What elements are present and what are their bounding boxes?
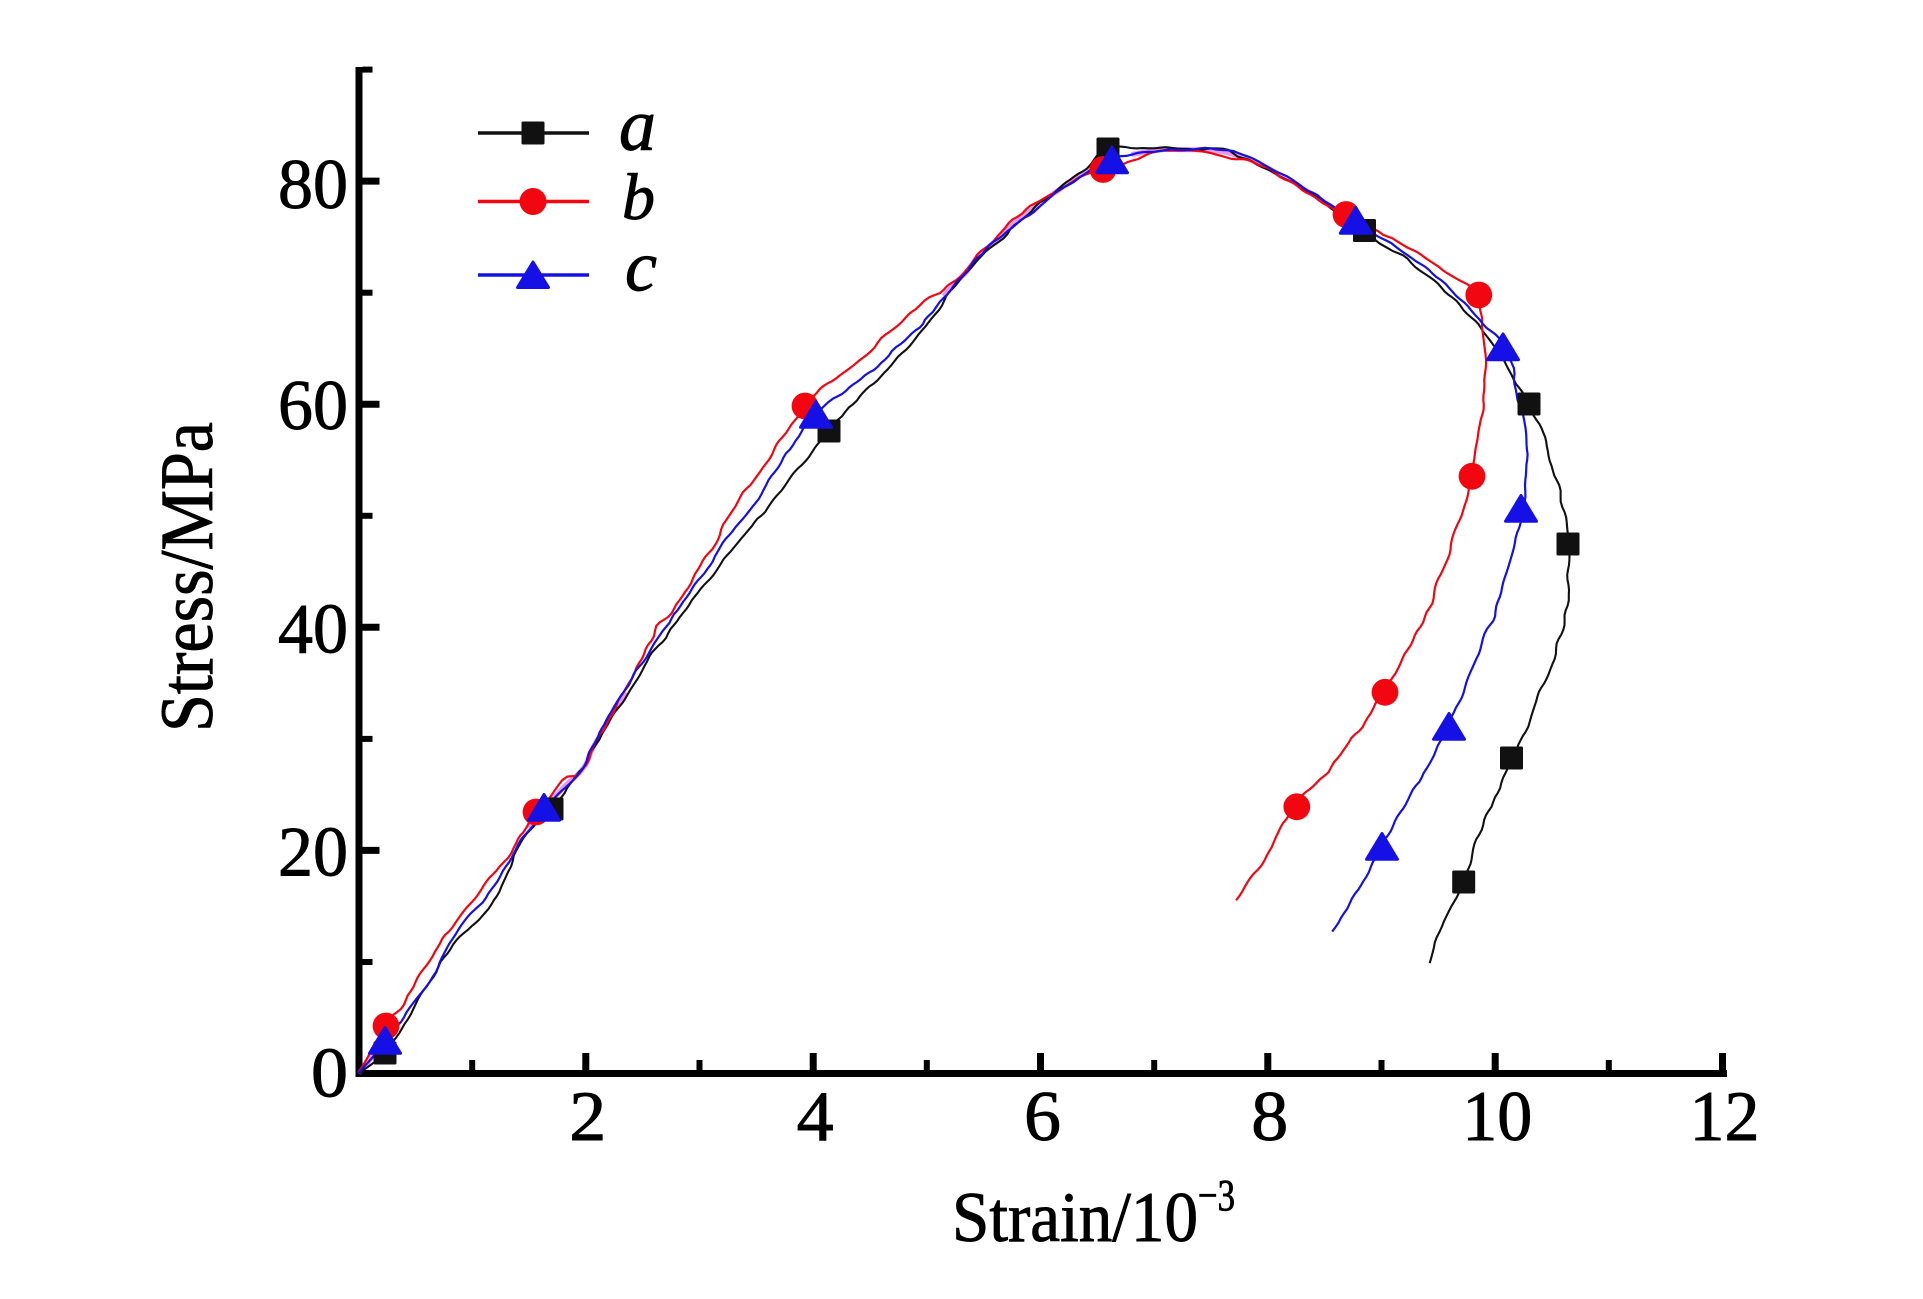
svg-text:2: 2: [569, 1078, 606, 1156]
svg-text:8: 8: [1251, 1078, 1288, 1156]
svg-text:80: 80: [278, 146, 348, 224]
svg-text:6: 6: [1024, 1078, 1061, 1156]
svg-text:a: a: [619, 85, 656, 167]
svg-text:b: b: [622, 161, 655, 234]
svg-text:Strain/10−3: Strain/10−3: [952, 1171, 1235, 1257]
svg-text:4: 4: [797, 1078, 834, 1156]
svg-text:60: 60: [278, 367, 348, 445]
svg-text:c: c: [625, 227, 657, 307]
svg-text:Stress/MPa: Stress/MPa: [146, 422, 229, 732]
svg-text:10: 10: [1462, 1078, 1532, 1156]
svg-text:0: 0: [311, 1035, 348, 1113]
svg-text:12: 12: [1690, 1078, 1760, 1156]
svg-text:20: 20: [278, 813, 348, 891]
svg-text:40: 40: [278, 590, 348, 668]
